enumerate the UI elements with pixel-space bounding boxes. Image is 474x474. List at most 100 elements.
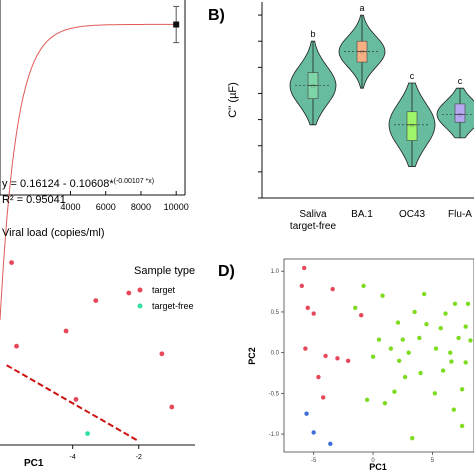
panel-d-point-target-free: [465, 301, 471, 306]
panel-c-point-target: [93, 298, 99, 303]
panel-d-point-target-free: [443, 311, 448, 316]
legend-title: Sample type: [134, 265, 195, 277]
violin-significance-letter: c: [410, 71, 415, 81]
panel-d-point-target: [303, 346, 308, 351]
panel-d-point-target: [330, 286, 335, 292]
panel-d-point-target-free: [364, 397, 370, 403]
panel-d-point-target-free: [459, 423, 465, 429]
panel-a-x-tick-label: 8000: [131, 202, 151, 212]
panel-b-category-label: Saliva: [299, 209, 327, 220]
panel-d-point-target-free: [468, 338, 473, 343]
panel-d-point-target: [335, 356, 340, 361]
panel-d-x-label: PC1: [369, 462, 387, 472]
panel-c-legend: Sample type target target-free: [134, 265, 195, 311]
panel-d-point-target-free: [459, 387, 465, 392]
panel-d-y-tick-label: -1.0: [269, 432, 280, 438]
panel-a-x-tick-label: 6000: [96, 202, 116, 212]
panel-d-x-tick-label: -5: [311, 458, 317, 464]
panel-d-point-target-free: [421, 291, 427, 297]
panel-d-point-target: [316, 374, 321, 380]
panel-d-point-target-free: [410, 435, 415, 441]
panel-d-point-target-free: [451, 407, 457, 412]
panel-d-x-tick-label: 0: [371, 458, 375, 464]
panel-d-point-target: [311, 311, 316, 316]
panel-d-point-target-free: [463, 360, 468, 365]
panel-d-point-third-group: [328, 441, 333, 447]
violin-significance-letter: a: [359, 3, 364, 13]
panel-c-point-target: [159, 351, 165, 357]
panel-c-x-tick-label: -4: [70, 454, 76, 461]
panel-c-decision-boundary: [6, 364, 140, 443]
panel-d-y-label: PC2: [247, 347, 257, 365]
panel-d-point-target-free: [361, 283, 366, 289]
panel-c: -4 -2 PC1 Sample type target target-free: [0, 260, 195, 469]
panel-d-point-target-free: [370, 354, 376, 359]
panel-d-point-target-free: [406, 350, 411, 355]
panel-d-point-target-free: [432, 391, 438, 396]
panel-d-point-target-free: [412, 309, 417, 315]
panel-c-point-target: [169, 404, 175, 410]
panel-c-point-target-free: [85, 431, 90, 436]
panel-d-point-target: [323, 353, 328, 359]
panel-d-point-target-free: [433, 346, 439, 351]
panel-d-point-target-free: [440, 368, 446, 373]
violin-box: [406, 111, 418, 141]
panel-d-point-target-free: [392, 389, 397, 394]
violin-mean-marker: □: [458, 112, 461, 118]
panel-c-x-label: PC1: [24, 458, 44, 469]
panel-d-y-tick-label: 0.5: [271, 310, 280, 316]
violin-significance-letter: b: [310, 29, 315, 39]
panel-d-point-target: [358, 312, 364, 318]
panel-d-point-target-free: [395, 320, 401, 325]
violin-mean-marker: □: [360, 50, 363, 56]
panel-d-y-tick-label: 1.0: [271, 269, 280, 275]
legend-entry-target: target: [152, 285, 176, 295]
panel-c-x-tick-label: -2: [136, 454, 142, 461]
panel-b-category-label: BA.1: [351, 209, 373, 220]
panel-d-y-tick-label: -0.5: [269, 391, 280, 397]
panel-d-point-third-group: [311, 430, 316, 435]
panel-d-point-target: [345, 358, 351, 363]
panel-d-point-target-free: [448, 350, 453, 355]
panel-d-point-target-free: [438, 326, 443, 331]
panel-d-point-target-free: [424, 321, 429, 327]
panel-b-label: B): [208, 7, 225, 24]
legend-swatch-target-free: [137, 303, 143, 309]
panel-d-x-tick-label: 5: [431, 458, 435, 464]
legend-entry-target-free: target-free: [152, 301, 194, 311]
panel-d-point-target-free: [353, 305, 358, 311]
panel-d-point-third-group: [304, 411, 309, 416]
panel-d-y-tick-label: 0.0: [271, 351, 280, 357]
panel-a-r2: R² = 0.95041: [2, 194, 66, 206]
panel-d-point-target-free: [400, 337, 405, 342]
panel-d-point-target: [320, 395, 326, 400]
panel-a-fit-curve: [0, 23, 177, 320]
panel-d-point-target-free: [456, 335, 461, 341]
panel-a-x-label: Viral load (copies/ml): [2, 227, 105, 239]
panel-d-point-target-free: [402, 374, 408, 380]
panel-d-point-target: [305, 305, 310, 311]
panel-b-category-label: target-free: [290, 221, 337, 232]
panel-c-point-target: [126, 290, 132, 296]
panel-d-point-target-free: [417, 335, 422, 341]
panel-d: D) PC2 PC1 -5 0 5 1.0 0.5 0.0 -0.5 -1.0: [218, 258, 474, 472]
violin-box: [454, 103, 466, 123]
panel-c-point-target: [9, 260, 14, 265]
panel-a: 4000 6000 8000 10000 y = 0.16124 - 0.10608*…: [0, 0, 189, 320]
violin-mean-marker: □: [311, 84, 314, 90]
panel-a-x-tick-label: 10000: [164, 202, 189, 212]
panel-c-point-target: [14, 343, 19, 349]
legend-swatch-target: [137, 287, 143, 293]
panel-d-point-target: [299, 283, 305, 289]
panel-d-point-target-free: [376, 337, 382, 342]
panel-d-point-target-free: [449, 359, 454, 364]
violin-mean-marker: □: [410, 123, 413, 129]
panel-d-point-target-free: [463, 324, 468, 329]
panel-c-point-target: [63, 328, 69, 334]
panel-d-point-target-free: [380, 293, 385, 298]
panel-d-point-target: [301, 265, 307, 271]
panel-b-y-label: C'' (µF): [227, 82, 239, 118]
panel-d-point-target-free: [452, 301, 458, 306]
